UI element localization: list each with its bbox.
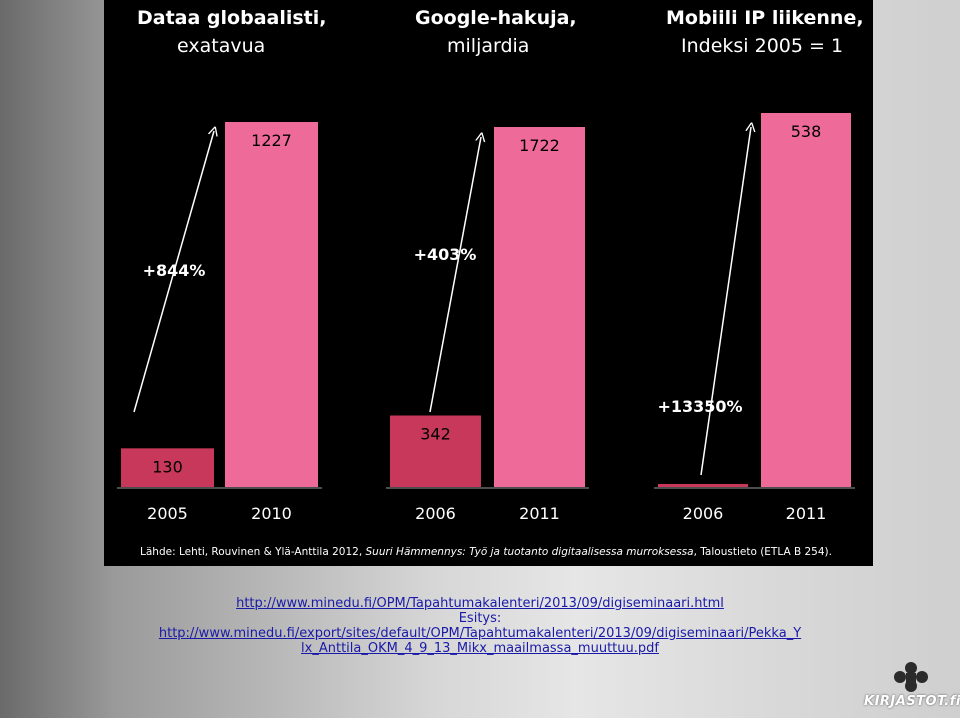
- growth-arrow: [133, 131, 214, 413]
- chart-title: Dataa globaalisti,: [137, 7, 327, 29]
- bar-2011: [494, 127, 585, 487]
- chart-panel-2: Google-hakuja, miljardia 342 2006 1722 2011 +4…: [386, 7, 589, 523]
- bar-2006: [658, 484, 748, 487]
- growth-label: +13350%: [657, 397, 742, 416]
- chart-subtitle: Indeksi 2005 = 1: [681, 35, 843, 57]
- x-tick-label: 2006: [683, 504, 724, 523]
- link-block: http://www.minedu.fi/OPM/Tapahtumakalent…: [0, 596, 960, 656]
- growth-label: +844%: [143, 261, 206, 280]
- bar-2010: [225, 122, 318, 487]
- x-tick-label: 2011: [519, 504, 560, 523]
- bar-charts: Dataa globaalisti, exatavua 130 2005 1227 201…: [117, 7, 864, 558]
- presentation-pdf-link[interactable]: http://www.minedu.fi/export/sites/defaul…: [0, 626, 960, 656]
- bar-value-label: 1227: [251, 131, 292, 150]
- presentation-link-line-1: http://www.minedu.fi/export/sites/defaul…: [158, 626, 802, 641]
- bar-2011: [761, 113, 851, 487]
- bar-value-label: 130: [152, 457, 183, 476]
- esitys-label: Esitys:: [458, 611, 502, 626]
- bar-2005: [121, 448, 214, 487]
- chart-slide: Dataa globaalisti, exatavua 130 2005 1227 201…: [104, 0, 873, 566]
- x-tick-label: 2006: [415, 504, 456, 523]
- x-tick-label: 2005: [147, 504, 188, 523]
- bar-value-label: 342: [420, 425, 451, 444]
- source-note: Lähde: Lehti, Rouvinen & Ylä-Anttila 201…: [140, 546, 832, 558]
- bar-2006: [390, 415, 481, 487]
- presentation-link-line-2: lx_Anttila_OKM_4_9_13_Mikx_maailmassa_mu…: [301, 641, 659, 656]
- chart-title: Google-hakuja,: [415, 7, 577, 29]
- x-tick-label: 2010: [251, 504, 292, 523]
- x-tick-label: 2011: [786, 504, 827, 523]
- chart-subtitle: miljardia: [447, 35, 529, 57]
- chart-title: Mobiili IP liikenne,: [666, 7, 864, 29]
- chart-panel-1: Dataa globaalisti, exatavua 130 2005 1227 201…: [117, 7, 327, 523]
- growth-arrow: [700, 127, 751, 476]
- minedu-seminar-link[interactable]: http://www.minedu.fi/OPM/Tapahtumakalent…: [236, 596, 724, 611]
- kirjastot-logo-icon: [894, 662, 928, 692]
- chart-subtitle: exatavua: [177, 35, 265, 57]
- bar-value-label: 538: [791, 122, 822, 141]
- kirjastot-logo-text: KIRJASTOT.fi: [864, 694, 960, 709]
- bar-value-label: 1722: [519, 136, 560, 155]
- growth-label: +403%: [414, 245, 477, 264]
- growth-arrow: [429, 137, 481, 413]
- chart-panel-3: Mobiili IP liikenne, Indeksi 2005 = 1 2006…: [654, 7, 864, 523]
